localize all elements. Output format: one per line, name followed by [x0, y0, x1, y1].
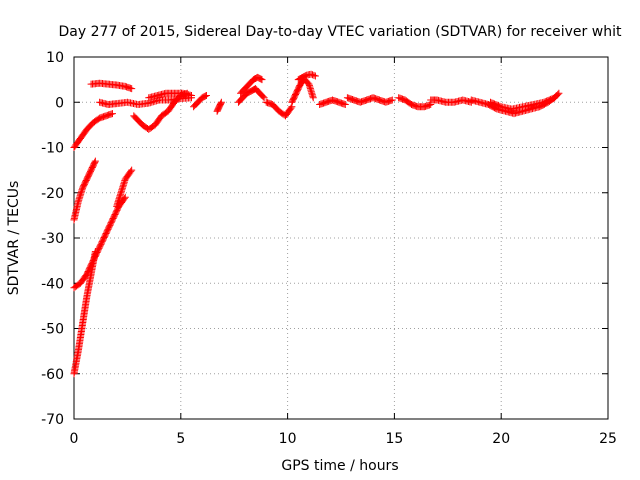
- x-tick-label: 20: [492, 431, 510, 447]
- data-point: [91, 157, 99, 165]
- data-point: [551, 94, 559, 102]
- data-point: [341, 101, 349, 109]
- x-tick-label: 25: [599, 431, 617, 447]
- data-points: [70, 70, 563, 378]
- x-tick-label: 5: [176, 431, 185, 447]
- data-point: [311, 72, 319, 80]
- y-tick-label: -70: [41, 412, 64, 428]
- y-tick-label: 0: [55, 95, 64, 111]
- data-point: [287, 104, 295, 112]
- data-point: [554, 90, 562, 98]
- data-point: [555, 89, 563, 97]
- axis-ticks: 0 5 10 15 20 25 -70 -60 -50 -40 -30 -20 -10 0 10: [41, 50, 617, 447]
- y-tick-label: -30: [41, 231, 64, 247]
- data-point: [187, 91, 195, 99]
- y-tick-label: -10: [41, 141, 64, 157]
- chart-title: Day 277 of 2015, Sidereal Day-to-day VTE…: [59, 24, 622, 40]
- data-point: [201, 92, 209, 100]
- data-point: [217, 98, 225, 106]
- data-point: [388, 96, 396, 104]
- data-point: [91, 158, 99, 166]
- data-point: [260, 94, 268, 102]
- data-point: [309, 94, 317, 102]
- y-tick-label: -50: [41, 322, 64, 338]
- data-point: [258, 76, 266, 84]
- y-tick-label: -20: [41, 186, 64, 202]
- data-point: [309, 71, 317, 79]
- data-point: [496, 102, 504, 110]
- data-point: [307, 70, 315, 78]
- data-point: [202, 91, 210, 99]
- data-point: [127, 167, 135, 175]
- y-tick-label: 10: [46, 50, 64, 66]
- grid: [74, 57, 608, 419]
- data-point: [91, 248, 99, 256]
- x-tick-label: 15: [385, 431, 403, 447]
- x-tick-label: 10: [279, 431, 297, 447]
- data-point: [108, 110, 116, 118]
- data-point: [310, 71, 318, 79]
- x-tick-label: 0: [70, 431, 79, 447]
- y-tick-label: -40: [41, 276, 64, 292]
- data-point: [549, 94, 557, 102]
- y-axis-label: SDTVAR / TECUs: [6, 181, 22, 296]
- data-point: [128, 166, 136, 174]
- y-tick-label: -60: [41, 367, 64, 383]
- x-axis-label: GPS time / hours: [281, 458, 398, 474]
- data-point: [217, 99, 225, 107]
- data-point: [257, 75, 265, 83]
- data-point: [259, 93, 267, 101]
- data-point: [128, 85, 136, 93]
